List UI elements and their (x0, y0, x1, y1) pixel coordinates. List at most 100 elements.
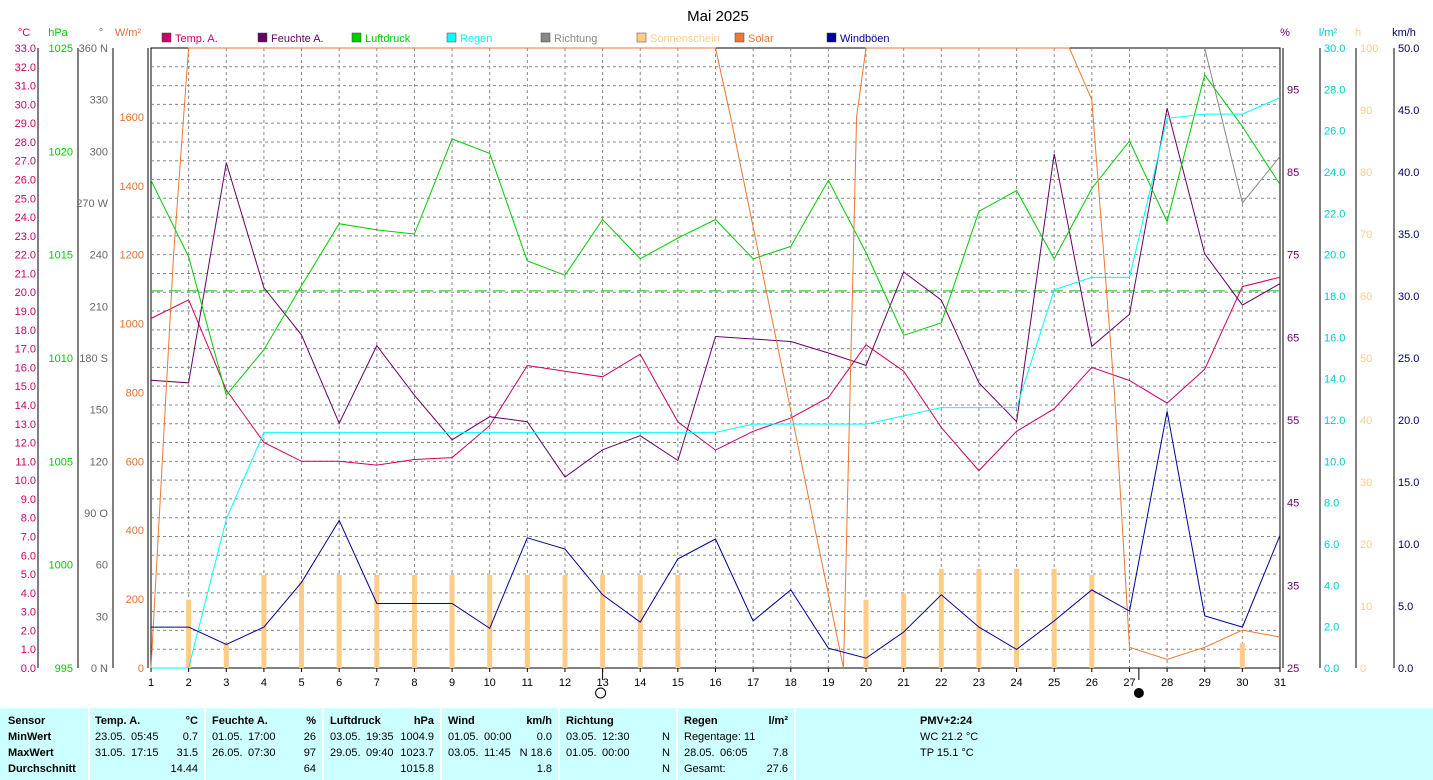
temp-tick-label: 27.0 (15, 156, 36, 168)
legend-swatch (734, 32, 745, 43)
sunshine-bar (675, 575, 681, 668)
statistics-table: Sensor MinWert MaxWert Durchschnitt Temp… (0, 708, 1433, 780)
temp-tick-label: 7.0 (21, 531, 36, 543)
temp-tick-label: 0.0 (21, 663, 36, 675)
legend-swatch (161, 32, 172, 43)
sunshine-bar (336, 575, 342, 668)
legend-label: Temp. A. (175, 33, 218, 45)
rain-max-date: 28.05. (684, 747, 715, 759)
label-sensor: Sensor (8, 715, 46, 727)
direction-tick-label: 60 (96, 560, 108, 572)
gust-tick-label: 50.0 (1398, 43, 1419, 55)
x-tick-label: 4 (261, 677, 267, 689)
weather-chart: 1 2 3 4 5 6 7 8 9 10 11 12 13 14 15 16 17 18 19 20 21 22 23 24 2… (15, 8, 1419, 699)
series-line-feuchte-a- (150, 108, 1281, 478)
stats-labels-column: Sensor MinWert MaxWert Durchschnitt (0, 708, 88, 780)
legend-swatch (826, 32, 837, 43)
direction-tick-label: 330 (90, 95, 108, 107)
temp-tick-label: 16.0 (15, 362, 36, 374)
x-tick-label: 6 (336, 677, 342, 689)
series-lines (150, 47, 1281, 669)
temp-tick-label: 31.0 (15, 81, 36, 93)
temp-tick-label: 22.0 (15, 250, 36, 262)
hum-avg-value: 64 (303, 763, 316, 775)
series-line-luftdruck (150, 73, 1281, 397)
rain-days: Regentage: 11 (684, 731, 756, 743)
temp-tick-label: 29.0 (15, 118, 36, 130)
rain-tick-label: 10.0 (1324, 456, 1345, 468)
temp-tick-label: 13.0 (15, 419, 36, 431)
legend-label: Regen (460, 33, 492, 45)
temp-tick-label: 19.0 (15, 306, 36, 318)
sunshine-tick-label: 40 (1360, 415, 1372, 427)
sunshine-bar (1089, 575, 1095, 668)
sunshine-tick-label: 30 (1360, 477, 1372, 489)
x-tick-label: 19 (822, 677, 834, 689)
gust-tick-label: 20.0 (1398, 415, 1419, 427)
temp-tick-label: 11.0 (15, 456, 36, 468)
rain-unit: l/m² (768, 715, 788, 727)
direction-tick-label: 150 (90, 405, 108, 417)
sunshine-bar (600, 575, 606, 668)
press-avg-value: 1015.8 (400, 763, 434, 775)
temp-tick-label: 20.0 (15, 287, 36, 299)
legend-swatch (446, 32, 457, 43)
stats-humidity-column: Feuchte A.% 01.05. 17:00 26 26.05. 07:30 97 … (206, 708, 322, 780)
temp-tick-label: 9.0 (21, 494, 36, 506)
temp-tick-label: 30.0 (15, 99, 36, 111)
wind-max-time: 11:45 (484, 747, 511, 759)
direction-tick-label: 210 (90, 301, 108, 313)
pressure-tick-label: 1010 (49, 353, 73, 365)
x-tick-label: 24 (1010, 677, 1022, 689)
rain-tick-label: 4.0 (1324, 580, 1339, 592)
hum-max-time: 07:30 (248, 747, 276, 759)
x-tick-label: 16 (709, 677, 721, 689)
rain-max-value: 7.8 (772, 747, 788, 759)
solar-tick-label: 1200 (120, 250, 144, 262)
rain-tick-label: 16.0 (1324, 332, 1345, 344)
x-tick-label: 31 (1274, 677, 1286, 689)
solar-tick-label: 1400 (120, 181, 144, 193)
chart-axes: 1 2 3 4 5 6 7 8 9 10 11 12 13 14 15 16 17 18 19 20 21 22 23 24 2… (15, 27, 1419, 699)
sunshine-bar (1051, 568, 1057, 668)
pressure-tick-label: 1015 (49, 250, 73, 262)
x-tick-label: 20 (860, 677, 872, 689)
rain-unit-label: l/m² (1319, 27, 1338, 39)
temp-tick-label: 2.0 (21, 625, 36, 637)
x-tick-label: 3 (223, 677, 229, 689)
sunshine-bar (299, 581, 305, 668)
series-line-regen (151, 97, 1281, 669)
temp-tick-label: 23.0 (15, 231, 36, 243)
solar-tick-label: 1600 (120, 112, 144, 124)
x-tick-label: 8 (411, 677, 417, 689)
direction-unit-label: ° (99, 27, 103, 39)
x-tick-label: 17 (747, 677, 759, 689)
pressure-tick-label: 1000 (49, 560, 73, 572)
hum-min-value: 26 (303, 731, 316, 743)
x-tick-label: 21 (898, 677, 910, 689)
rain-tick-label: 6.0 (1324, 539, 1339, 551)
temp-tick-label: 21.0 (15, 268, 36, 280)
sunshine-tick-label: 10 (1360, 601, 1372, 613)
rain-tick-label: 2.0 (1324, 622, 1339, 634)
x-tick-label: 9 (449, 677, 455, 689)
gust-tick-label: 45.0 (1398, 105, 1419, 117)
sunshine-bar (524, 575, 530, 668)
direction-tick-label: 300 (90, 146, 108, 158)
rain-tick-label: 0.0 (1324, 663, 1339, 675)
direction-tick-label: 240 (90, 250, 108, 262)
press-max-time: 09:40 (366, 747, 394, 759)
wind-avg-value: 1.8 (536, 763, 552, 775)
sunshine-bar (562, 575, 568, 668)
direction-tick-label: 30 (96, 611, 108, 623)
rain-tick-label: 24.0 (1324, 167, 1345, 179)
hum-header: Feuchte A. (212, 715, 268, 727)
hum-max-date: 26.05. (212, 747, 243, 759)
sunshine-bar (186, 599, 192, 668)
temp-min-value: 0.7 (182, 731, 198, 743)
temp-tick-label: 8.0 (21, 513, 36, 525)
wind-unit: km/h (526, 715, 552, 727)
sunshine-bar (449, 575, 455, 668)
press-max-date: 29.05. (330, 747, 361, 759)
temp-header: Temp. A. (95, 715, 141, 727)
